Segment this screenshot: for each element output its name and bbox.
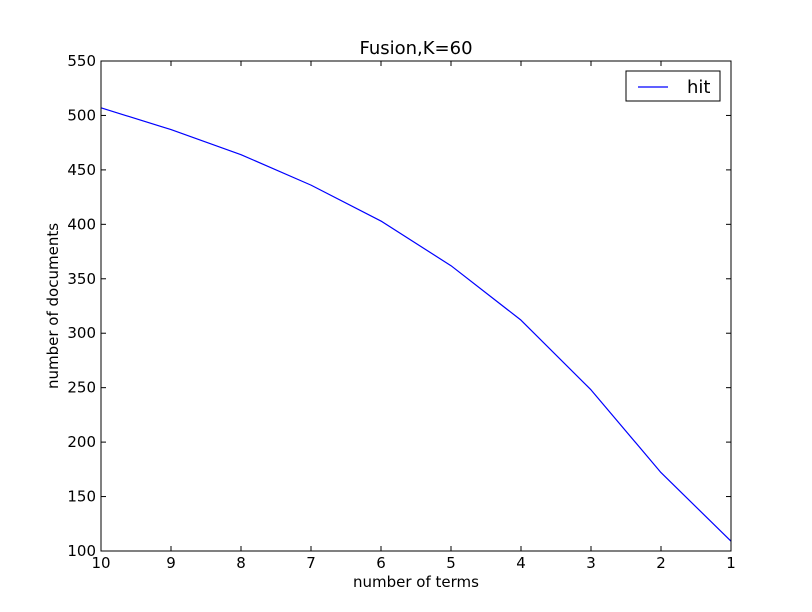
x-axis: 10 9 8 7 6 5 4 3 2 1 — [91, 61, 736, 572]
y-tick-label: 100 — [67, 542, 96, 560]
y-tick-label: 550 — [67, 52, 96, 70]
legend-box — [625, 70, 721, 102]
x-tick-label: 2 — [656, 554, 666, 572]
x-tick-label: 7 — [306, 554, 316, 572]
x-tick-label: 6 — [376, 554, 386, 572]
plot-area-frame — [100, 60, 732, 552]
x-tick-label: 10 — [91, 554, 110, 572]
x-tick-label: 3 — [586, 554, 596, 572]
x-tick-label: 8 — [236, 554, 246, 572]
y-tick-label: 250 — [67, 379, 96, 397]
y-tick-label: 300 — [67, 324, 96, 342]
y-tick-label: 200 — [67, 433, 96, 451]
y-tick-label: 450 — [67, 161, 96, 179]
y-axis: 100 150 200 250 300 350 400 450 500 550 — [67, 52, 731, 560]
series-line-hit — [100, 107, 732, 542]
x-axis-title: number of terms — [353, 573, 479, 591]
x-tick-label: 5 — [446, 554, 456, 572]
legend-label: hit — [687, 77, 710, 98]
legend: hit — [625, 70, 721, 102]
x-tick-label: 1 — [726, 554, 736, 572]
x-tick-label: 9 — [166, 554, 176, 572]
y-axis-title: number of documents — [44, 223, 62, 389]
chart-title: Fusion,K=60 — [359, 38, 472, 59]
y-tick-label: 500 — [67, 106, 96, 124]
y-tick-label: 150 — [67, 488, 96, 506]
y-tick-label: 350 — [67, 270, 96, 288]
y-tick-label: 400 — [67, 215, 96, 233]
x-tick-label: 4 — [516, 554, 526, 572]
